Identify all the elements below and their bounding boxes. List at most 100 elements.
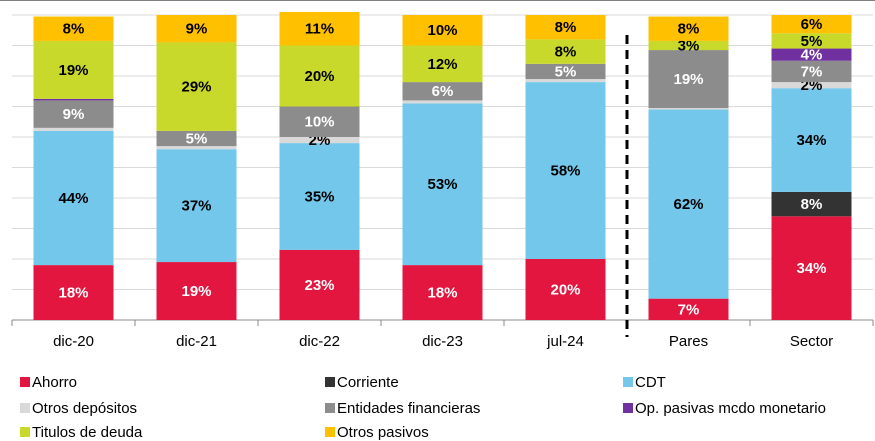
legend-swatch xyxy=(623,377,633,387)
data-label: 20% xyxy=(304,68,334,85)
bar-segment xyxy=(279,143,360,250)
x-tick-label: dic-22 xyxy=(299,333,340,350)
bar-segment xyxy=(402,45,483,83)
data-label: 3% xyxy=(678,37,700,54)
bar-segment xyxy=(402,82,483,101)
bar-segment xyxy=(33,127,114,131)
legend-swatch xyxy=(623,403,633,413)
data-label: 18% xyxy=(427,285,457,302)
data-label: 5% xyxy=(186,130,208,147)
bar-segment xyxy=(33,265,114,320)
data-label: 10% xyxy=(427,22,457,39)
data-label: 5% xyxy=(555,63,577,80)
bar-segment xyxy=(771,88,852,192)
bar-segment xyxy=(402,103,483,266)
legend-swatch xyxy=(20,403,30,413)
x-tick-label: dic-20 xyxy=(53,333,94,350)
legend-label: Op. pasivas mcdo monetario xyxy=(635,400,826,417)
x-tick-label: jul-24 xyxy=(546,333,584,350)
data-label: 8% xyxy=(555,19,577,36)
data-label: 29% xyxy=(181,79,211,96)
data-label: 10% xyxy=(304,114,334,131)
legend-swatch xyxy=(325,377,335,387)
x-tick-label: Pares xyxy=(669,333,708,350)
bar-segment xyxy=(33,100,114,128)
data-label: 8% xyxy=(555,44,577,61)
data-label: 20% xyxy=(550,281,580,298)
bar-segment xyxy=(402,100,483,104)
legend-label: Titulos de deuda xyxy=(32,424,143,441)
data-label: 4% xyxy=(801,47,823,64)
bar-segment xyxy=(402,15,483,46)
legend-label: Otros depósitos xyxy=(32,400,137,417)
data-label: 6% xyxy=(801,16,823,33)
bar-segment xyxy=(771,191,852,217)
bar-segment xyxy=(771,60,852,83)
bar-segment xyxy=(525,79,606,83)
bar-segment xyxy=(156,146,237,150)
data-label: 53% xyxy=(427,176,457,193)
data-label: 7% xyxy=(801,63,823,80)
bar-segment xyxy=(156,262,237,320)
legend-label: CDT xyxy=(635,374,666,391)
legend-label: Otros pasivos xyxy=(337,424,429,441)
data-label: 19% xyxy=(673,71,703,88)
legend-swatch xyxy=(20,427,30,437)
data-label: 9% xyxy=(186,21,208,38)
data-label: 23% xyxy=(304,277,334,294)
bar-segment xyxy=(648,298,729,320)
legend-label: Ahorro xyxy=(32,374,77,391)
data-label: 8% xyxy=(63,21,85,38)
bar-segment xyxy=(771,48,852,61)
bar-segment xyxy=(525,15,606,40)
legend-swatch xyxy=(325,403,335,413)
data-label: 5% xyxy=(801,33,823,50)
x-tick-label: Sector xyxy=(790,333,833,350)
bar-segment xyxy=(279,137,360,144)
data-label: 7% xyxy=(678,301,700,318)
data-label: 6% xyxy=(432,83,454,100)
data-label: 19% xyxy=(58,62,88,79)
bar-segment xyxy=(648,40,729,51)
bar-segment xyxy=(402,265,483,320)
bar-segment xyxy=(648,50,729,109)
data-label: 8% xyxy=(801,196,823,213)
bar-segment xyxy=(33,98,114,101)
data-label: 11% xyxy=(305,21,334,38)
x-tick-label: dic-23 xyxy=(422,333,463,350)
data-label: 44% xyxy=(58,190,88,207)
bar-segment xyxy=(648,108,729,110)
bar-segment xyxy=(279,106,360,137)
bar-segment xyxy=(33,130,114,266)
bar-segment xyxy=(156,15,237,43)
data-label: 34% xyxy=(796,260,826,277)
data-label: 19% xyxy=(181,283,211,300)
data-label: 34% xyxy=(796,132,826,149)
bar-segment xyxy=(525,63,606,80)
bar-segment xyxy=(279,45,360,107)
bar-segment xyxy=(525,82,606,259)
bar-segment xyxy=(525,259,606,320)
data-label: 18% xyxy=(58,285,88,302)
bar-segment xyxy=(771,216,852,320)
data-label: 12% xyxy=(427,56,457,73)
bar-segment xyxy=(648,16,729,41)
data-label: 9% xyxy=(63,106,85,123)
legend-swatch xyxy=(20,377,30,387)
data-label: 37% xyxy=(181,198,211,215)
data-label: 8% xyxy=(678,21,700,38)
data-label: 62% xyxy=(673,196,703,213)
bar-segment xyxy=(648,109,729,299)
legend-label: Entidades financieras xyxy=(337,400,480,417)
legend-swatch xyxy=(325,427,335,437)
bar-segment xyxy=(771,82,852,89)
data-label: 58% xyxy=(550,163,580,180)
bar-segment xyxy=(156,42,237,131)
bar-segment xyxy=(279,249,360,320)
bar-segment xyxy=(156,130,237,147)
bar-segment xyxy=(156,149,237,263)
bar-segment xyxy=(771,33,852,49)
bar-segment xyxy=(279,11,360,46)
bar-segment xyxy=(771,15,852,34)
